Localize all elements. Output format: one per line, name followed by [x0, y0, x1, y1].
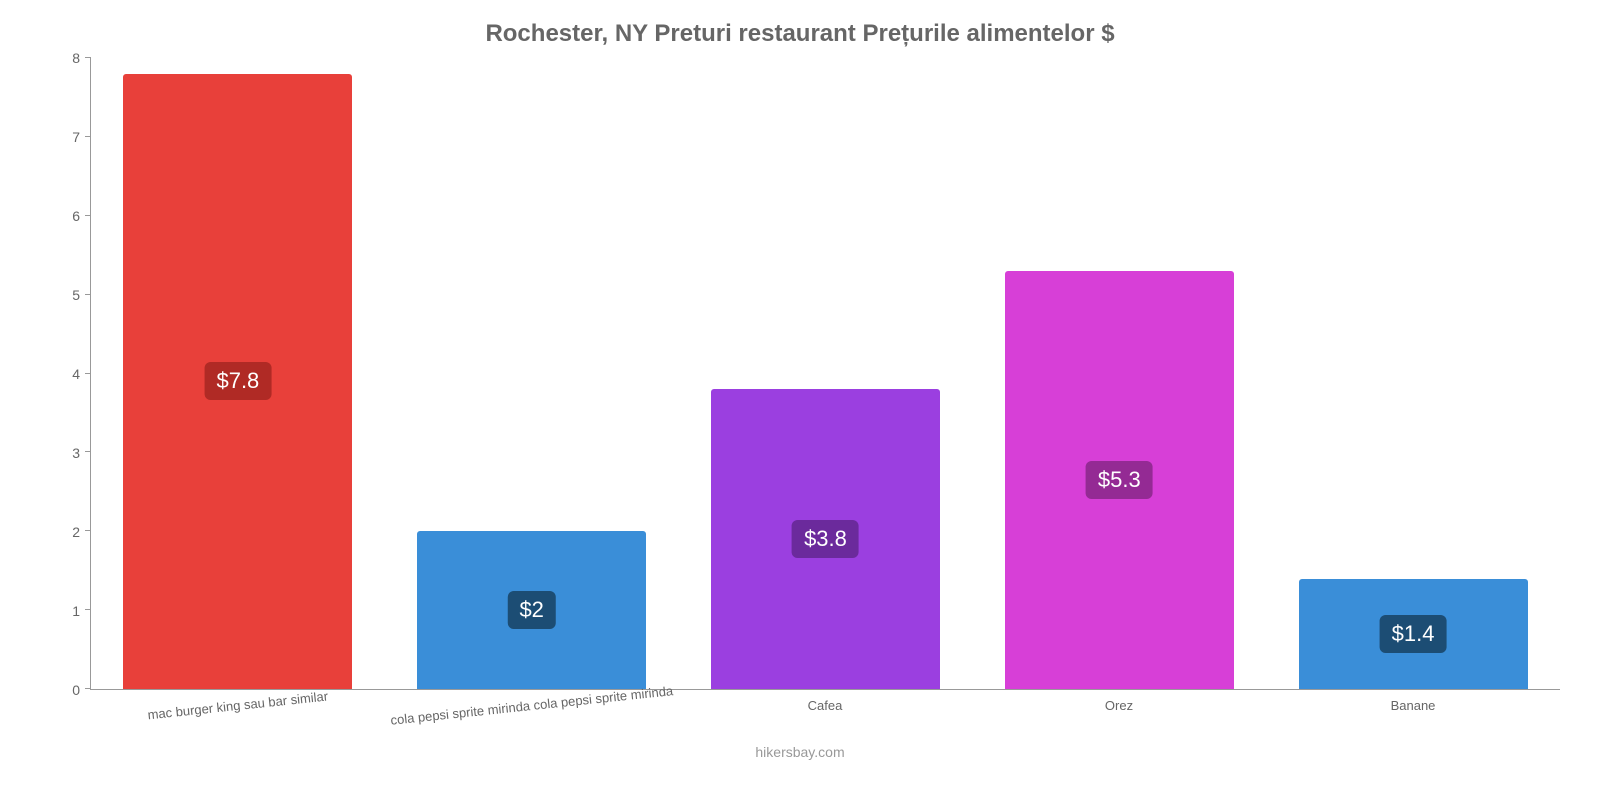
chart-container: Rochester, NY Preturi restaurant Prețuri… [0, 0, 1600, 800]
y-tick-mark [85, 609, 91, 610]
bar: $2 [417, 531, 646, 689]
y-tick-mark [85, 136, 91, 137]
bar-value-label: $1.4 [1380, 615, 1447, 653]
y-tick-label: 2 [72, 524, 80, 540]
bar: $7.8 [123, 74, 352, 689]
bar-value-label: $7.8 [204, 362, 271, 400]
credit-text: hikersbay.com [40, 744, 1560, 760]
y-tick-mark [85, 57, 91, 58]
y-tick-mark [85, 530, 91, 531]
y-tick-mark [85, 294, 91, 295]
bar: $3.8 [711, 389, 940, 689]
bar: $1.4 [1299, 579, 1528, 689]
x-tick-label: Banane [1391, 698, 1436, 713]
x-tick-label: Cafea [808, 698, 843, 713]
y-tick-mark [85, 688, 91, 689]
y-tick-label: 1 [72, 603, 80, 619]
y-tick-label: 0 [72, 682, 80, 698]
y-tick-label: 4 [72, 366, 80, 382]
x-tick-label: cola pepsi sprite mirinda cola pepsi spr… [390, 683, 674, 728]
y-tick-label: 6 [72, 208, 80, 224]
bar-value-label: $5.3 [1086, 461, 1153, 499]
y-tick-label: 8 [72, 50, 80, 66]
x-tick-label: mac burger king sau bar similar [147, 689, 329, 723]
bar: $5.3 [1005, 271, 1234, 689]
y-tick-label: 7 [72, 129, 80, 145]
x-axis-labels: mac burger king sau bar similarcola peps… [90, 690, 1560, 740]
chart-title: Rochester, NY Preturi restaurant Prețuri… [40, 20, 1560, 48]
y-tick-mark [85, 451, 91, 452]
bar-value-label: $3.8 [792, 520, 859, 558]
y-tick-label: 5 [72, 287, 80, 303]
y-tick-label: 3 [72, 445, 80, 461]
x-tick-label: Orez [1105, 698, 1133, 713]
y-tick-mark [85, 215, 91, 216]
y-axis: 012345678 [40, 58, 90, 690]
bars-region: $7.8 $2 $3.8 $5.3 $1.4 [90, 58, 1560, 690]
plot-area: 012345678 $7.8$2$3.8$5.3$1.4 [40, 58, 1560, 690]
bar-value-label: $2 [507, 591, 555, 629]
y-tick-mark [85, 373, 91, 374]
